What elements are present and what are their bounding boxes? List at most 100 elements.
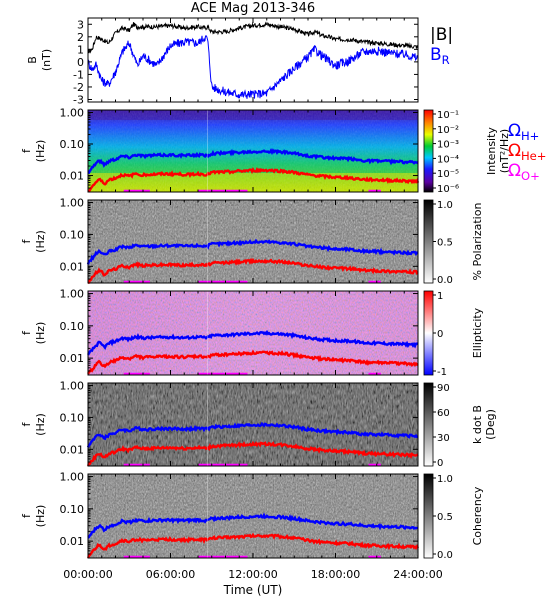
freq-tick-label: 0.01 (60, 535, 85, 548)
colorbar-tick-label: 0 (437, 329, 443, 340)
freq-tick-label: 0.10 (60, 411, 85, 424)
freq-tick-label: 1.00 (60, 471, 85, 484)
gyro-line-he-plus-5 (86, 532, 420, 559)
freq-tick-label: 0.01 (60, 443, 85, 456)
colorbar-label: Ellipticity (471, 307, 484, 358)
freq-tick-label: 0.01 (60, 352, 85, 365)
gyro-line-he-plus-3 (87, 349, 419, 375)
freq-ylabel: f (20, 421, 33, 426)
colorbar-tick-label: 0 (437, 458, 443, 469)
gyro-line-he-plus-4 (86, 440, 419, 467)
colorbar-tick-label: 60 (437, 408, 450, 419)
colorbar-tick-label: 10⁻² (437, 125, 459, 136)
colorbar-tick-label: 1.0 (437, 200, 453, 211)
gyro-line-he-plus-1 (87, 166, 420, 193)
time-tick-label: 18:00:00 (311, 568, 360, 581)
b-ytick-label: -1 (73, 68, 84, 81)
gyro-line-h-plus-2 (86, 238, 419, 265)
freq-tick-label: 0.10 (60, 503, 85, 516)
marks (86, 21, 420, 559)
b-ytick-label: -2 (73, 81, 84, 94)
colorbar-3 (423, 290, 434, 376)
b-ytick-label: 2 (77, 31, 84, 44)
freq-yunit: (Hz) (34, 140, 47, 163)
freq-yunit: (Hz) (34, 505, 47, 528)
freq-yunit: (Hz) (34, 322, 47, 345)
legend-absb: |B| (430, 25, 453, 45)
legend-omega-heplus-main: Ω (508, 141, 521, 161)
freq-tick-label: 1.00 (60, 197, 85, 210)
b-yunit: (nT) (40, 49, 53, 71)
legend-omega-oplus-main: Ω (508, 161, 521, 181)
colorbar-tick-label: 0.0 (437, 550, 453, 561)
colorbar-tick-label: 10⁻⁵ (437, 169, 459, 180)
time-tick-label: 12:00:00 (228, 568, 277, 581)
colorbar-tick-label: 90 (437, 383, 450, 394)
freq-tick-label: 1.00 (60, 288, 85, 301)
freq-ylabel: f (20, 238, 33, 243)
colorbar-tick-label: 10⁻³ (437, 140, 459, 151)
freq-tick-label: 1.00 (60, 380, 85, 393)
colorbar-1 (423, 109, 434, 193)
colorbar-tick-label: -1 (437, 367, 447, 378)
x-axis-label: Time (UT) (223, 583, 283, 597)
colorbar-label: Coherency (471, 486, 484, 545)
legend-omega-oplus-sub: O+ (521, 169, 540, 183)
colorbar-tick-label: 0.0 (437, 275, 453, 286)
gyro-line-h-plus-3 (87, 329, 419, 356)
b-ytick-label: 0 (77, 56, 84, 69)
legend-omega-heplus-sub: He+ (521, 149, 546, 163)
legend-omega-oplus: ΩO+ (508, 161, 540, 183)
b-ytick-label: 1 (77, 43, 84, 56)
b-ytick-label: 3 (77, 18, 84, 31)
colorbar-tick-label: 10⁻¹ (437, 110, 459, 121)
colorbar-tick-label: 10⁻⁶ (437, 184, 459, 195)
legend-omega-heplus: ΩHe+ (508, 141, 546, 163)
time-tick-label: 00:00:00 (63, 568, 112, 581)
legend-omega-hplus-main: Ω (508, 121, 521, 141)
colorbar-tick-label: 30 (437, 433, 450, 444)
colorbar-tick-label: 1 (437, 291, 443, 302)
b-series-line-1 (88, 35, 418, 99)
colorbar-tick-label: 0.5 (437, 238, 453, 249)
colorbar-tick-label: 10⁻⁴ (437, 154, 459, 165)
freq-tick-label: 0.01 (60, 260, 85, 273)
colorbar-tick-label: 1.0 (437, 474, 453, 485)
freq-tick-label: 0.10 (60, 138, 85, 151)
colorbar-label: % Polarization (471, 203, 484, 281)
gyro-line-h-plus-4 (86, 421, 418, 448)
chart-title: ACE Mag 2013-346 (191, 1, 315, 16)
freq-ylabel: f (20, 148, 33, 153)
colorbar-label: Intensity (485, 127, 498, 175)
legend-br-sub: R (442, 53, 450, 67)
freq-ylabel: f (20, 513, 33, 518)
freq-tick-label: 0.01 (60, 170, 85, 183)
legend-omega-hplus: ΩH+ (508, 121, 539, 143)
legend-br: BR (430, 45, 450, 67)
colorbar-tick-label: 0.5 (437, 512, 453, 523)
colorbar-5 (423, 473, 434, 559)
freq-yunit: (Hz) (34, 413, 47, 436)
legend-omega-hplus-sub: H+ (521, 129, 539, 143)
colorbar-unit: (nT²/Hz) (498, 129, 511, 173)
freq-tick-label: 0.10 (60, 320, 85, 333)
b-panel-bg (88, 18, 418, 102)
b-series-line-0 (88, 21, 418, 54)
gyro-line-h-plus-1 (87, 147, 419, 175)
legend-absb-main: |B| (430, 25, 453, 45)
legend-br-main: B (430, 45, 442, 65)
colorbar-label: k dot B (471, 405, 484, 444)
freq-ylabel: f (20, 330, 33, 335)
colorbar-unit: (Deg) (484, 409, 497, 440)
time-tick-label: 06:00:00 (146, 568, 195, 581)
time-tick-label: 24:00:00 (393, 568, 442, 581)
freq-yunit: (Hz) (34, 230, 47, 253)
colorbar-2 (423, 199, 434, 284)
colorbar-4 (423, 382, 434, 467)
gyro-line-he-plus-2 (87, 257, 419, 285)
freq-tick-label: 1.00 (60, 106, 85, 119)
freq-tick-label: 0.10 (60, 228, 85, 241)
b-ylabel: B (26, 56, 39, 64)
